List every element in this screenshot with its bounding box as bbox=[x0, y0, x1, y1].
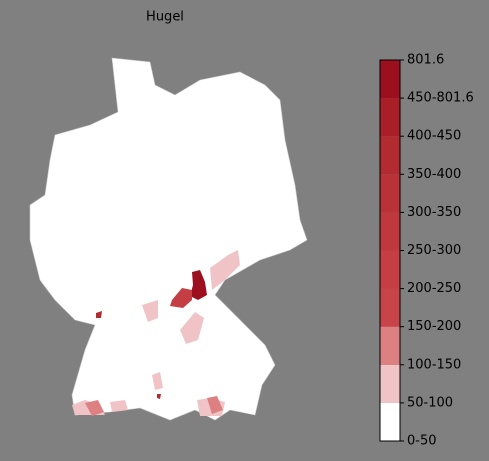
region bbox=[157, 394, 161, 399]
colorbar-band bbox=[380, 250, 400, 289]
region bbox=[210, 250, 240, 290]
colorbar-band bbox=[380, 326, 400, 365]
region bbox=[170, 288, 192, 308]
colorbar-label: 400-450 bbox=[407, 129, 461, 144]
map-title: Hugel bbox=[146, 10, 184, 25]
colorbar-label: 150-200 bbox=[407, 319, 461, 334]
colorbar-band bbox=[380, 98, 400, 137]
germany-map bbox=[29, 57, 308, 421]
colorbar-label: 100-150 bbox=[407, 357, 461, 372]
colorbar: 0-50 50-100 100-150 150-200 200-250 250-300 30… bbox=[379, 53, 474, 449]
colorbar-label: 801.6 bbox=[407, 53, 444, 68]
colorbar-label: 450-801.6 bbox=[407, 91, 474, 106]
colorbar-label: 250-300 bbox=[407, 243, 461, 258]
colorbar-label: 300-350 bbox=[407, 205, 461, 220]
region bbox=[152, 372, 163, 390]
colorbar-label: 350-400 bbox=[407, 167, 461, 182]
region bbox=[110, 400, 128, 412]
colorbar-band bbox=[380, 60, 400, 99]
colorbar-band bbox=[380, 136, 400, 175]
colorbar-label: 200-250 bbox=[407, 281, 461, 296]
region bbox=[85, 400, 104, 416]
colorbar-band bbox=[380, 212, 400, 251]
colorbar-label: 50-100 bbox=[407, 395, 453, 410]
country-outline bbox=[29, 57, 308, 421]
region bbox=[96, 311, 102, 318]
colorbar-band bbox=[380, 288, 400, 327]
region bbox=[142, 300, 158, 322]
colorbar-label: 0-50 bbox=[407, 434, 437, 449]
region bbox=[207, 396, 223, 414]
colorbar-band bbox=[380, 174, 400, 213]
region bbox=[190, 270, 207, 300]
colorbar-band bbox=[380, 364, 400, 403]
colorbar-band bbox=[380, 402, 400, 441]
region bbox=[180, 312, 204, 344]
